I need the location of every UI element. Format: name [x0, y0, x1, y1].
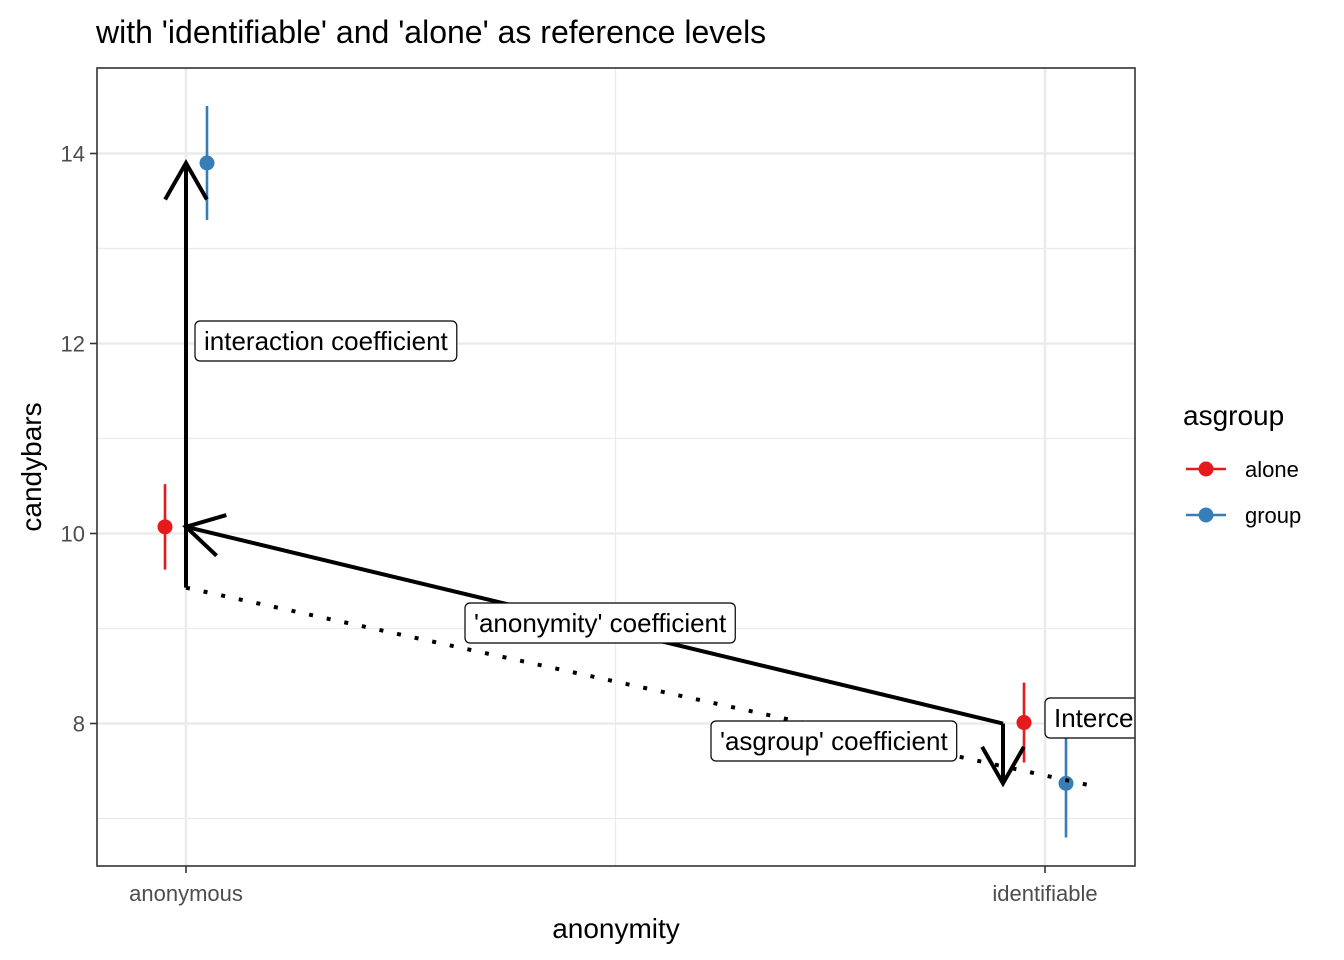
annotation-label: 'asgroup' coefficient: [710, 720, 958, 762]
y-tick-label: 12: [61, 332, 85, 357]
point-alone: [157, 519, 173, 535]
interaction-arrow-head: [163, 158, 209, 201]
legend-key-point: [1198, 507, 1214, 523]
x-axis-title: anonymity: [552, 913, 680, 944]
data-layer: [157, 106, 1074, 838]
annotation-label: 'anonymity' coefficient: [464, 602, 736, 644]
legend: asgroup alone group: [1183, 400, 1301, 528]
annotation-label-text: 'anonymity' coefficient: [474, 608, 727, 638]
legend-entry-alone: alone: [1186, 457, 1299, 482]
point-group: [199, 155, 215, 171]
annotation-label-text: Intercept: [1054, 703, 1156, 733]
chart-title: with 'identifiable' and 'alone' as refer…: [95, 14, 766, 50]
y-tick-label: 8: [73, 712, 85, 737]
anonymity-arrow-head: [182, 513, 227, 558]
annotation-label-box: [1044, 697, 1135, 739]
y-tick-label: 10: [61, 522, 85, 547]
plot-border: [96, 67, 1136, 867]
legend-label: alone: [1245, 457, 1299, 482]
legend-entry-group: group: [1186, 503, 1301, 528]
annotation-label-text: interaction coefficient: [204, 326, 449, 356]
annotation-label-box: [710, 720, 958, 762]
annotation-layer: interaction coefficient 'anonymity' coeff…: [163, 158, 1156, 788]
annotation-label-box: [194, 320, 458, 362]
annotation-label: Intercept: [1044, 697, 1156, 739]
y-tick-label: 14: [61, 142, 85, 167]
y-axis-title: candybars: [16, 402, 47, 531]
asgroup-arrow-head: [980, 745, 1026, 788]
legend-key-point: [1198, 461, 1214, 477]
annotation-label-text: 'asgroup' coefficient: [720, 726, 948, 756]
annotation-label-box: [464, 602, 736, 644]
point-alone: [1016, 715, 1032, 731]
legend-title: asgroup: [1183, 400, 1284, 431]
point-group: [1058, 775, 1074, 791]
legend-label: group: [1245, 503, 1301, 528]
x-tick-label: anonymous: [129, 881, 243, 906]
annotation-label: interaction coefficient: [194, 320, 458, 362]
x-tick-label: identifiable: [992, 881, 1097, 906]
y-axis: 8 10 12 14: [61, 142, 97, 737]
x-axis: anonymous identifiable: [129, 866, 1098, 906]
